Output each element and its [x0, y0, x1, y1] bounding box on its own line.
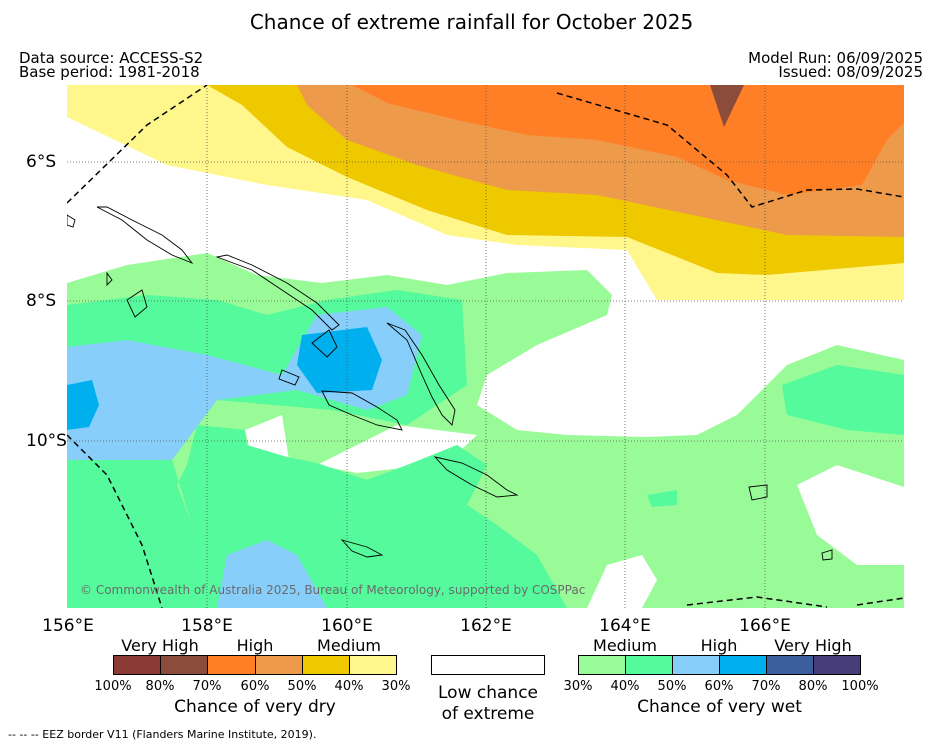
wet-swatch-6: [814, 656, 860, 674]
wet-tick: 80%: [798, 679, 828, 694]
dry-swatch-5: [302, 656, 350, 674]
dry-tick: 100%: [94, 679, 132, 694]
wet-tick: 50%: [657, 679, 687, 694]
wet-tick: 40%: [610, 679, 640, 694]
dry-swatch-6: [349, 656, 397, 674]
wet-tick: 100%: [841, 679, 879, 694]
dry-medium-label: Medium: [317, 636, 381, 655]
dry-high-label: High: [236, 636, 274, 655]
dry-tick: 60%: [240, 679, 270, 694]
wet-tick: 30%: [563, 679, 593, 694]
dry-swatch-2: [161, 656, 209, 674]
wet-very-high-label: Very High: [774, 636, 852, 655]
map-title: Chance of extreme rainfall for October 2…: [249, 10, 694, 34]
dry-tick: 80%: [145, 679, 175, 694]
dry-tick: 30%: [381, 679, 411, 694]
wet-swatch-2: [626, 656, 673, 674]
lon-label-166: 166°E: [739, 616, 791, 636]
low-chance-caption-2: of extreme: [441, 704, 535, 724]
wet-swatch-5: [767, 656, 814, 674]
lon-label-156: 156°E: [42, 616, 94, 636]
model-run: Model Run: 06/09/2025: [748, 49, 923, 67]
wet-swatch-1: [579, 656, 626, 674]
issued-date: Issued: 08/09/2025: [778, 63, 923, 81]
lon-label-162: 162°E: [460, 616, 512, 636]
dry-caption: Chance of very dry: [174, 697, 336, 717]
wet-tick: 60%: [704, 679, 734, 694]
base-period: Base period: 1981-2018: [19, 63, 200, 81]
dry-very-high-label: Very High: [121, 636, 199, 655]
wet-60-70-area: [297, 327, 382, 393]
dry-70-80-area: [710, 85, 744, 127]
lat-label-10s: 10°S: [26, 431, 67, 451]
dry-swatch-3: [208, 656, 256, 674]
wet-high-label: High: [700, 636, 738, 655]
wet-caption: Chance of very wet: [637, 697, 802, 717]
lon-label-158: 158°E: [181, 616, 233, 636]
low-chance-caption-1: Low chance: [438, 683, 538, 703]
lat-label-8s: 8°S: [26, 291, 57, 311]
dry-tick: 40%: [334, 679, 364, 694]
dry-swatch-4: [255, 656, 303, 674]
wet-swatch-4: [720, 656, 767, 674]
rainfall-map: [67, 85, 904, 608]
low-chance-swatch: [431, 655, 545, 675]
wet-swatch-3: [673, 656, 720, 674]
dry-colorbar: [113, 655, 397, 675]
lon-label-164: 164°E: [599, 616, 651, 636]
lon-label-160: 160°E: [321, 616, 373, 636]
wet-colorbar: [578, 655, 861, 675]
data-source: Data source: ACCESS-S2: [19, 49, 204, 67]
dry-tick: 50%: [287, 679, 317, 694]
dry-swatch-1: [114, 656, 162, 674]
dry-60-70-area: [352, 85, 904, 195]
wet-tick: 70%: [751, 679, 781, 694]
dry-tick: 70%: [192, 679, 222, 694]
lat-label-6s: 6°S: [26, 152, 57, 172]
copyright-notice: © Commonwealth of Australia 2025, Bureau…: [80, 583, 586, 597]
wet-medium-label: Medium: [593, 636, 657, 655]
eez-footnote: -- -- -- EEZ border V11 (Flanders Marine…: [8, 728, 317, 741]
